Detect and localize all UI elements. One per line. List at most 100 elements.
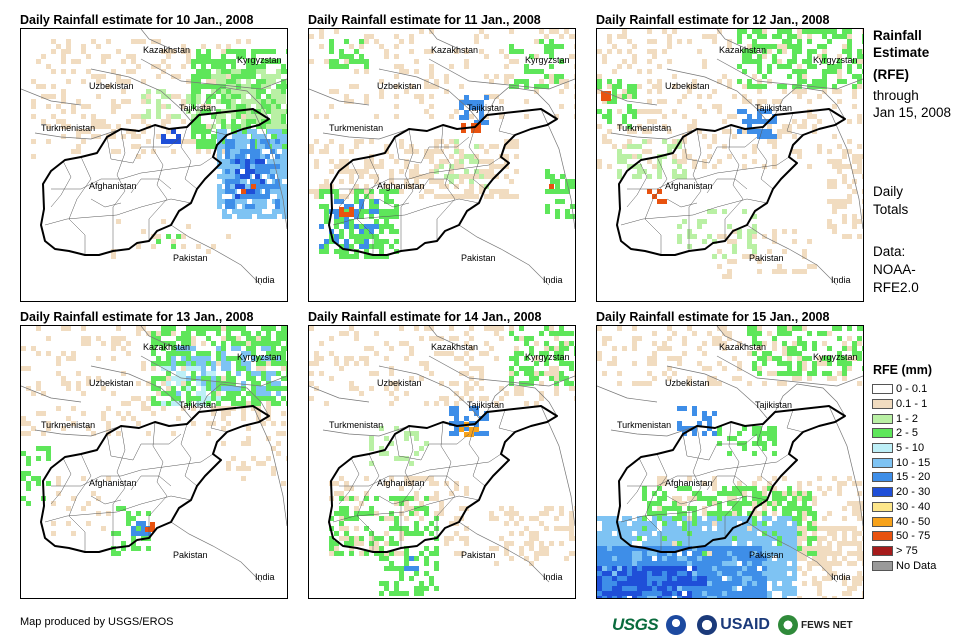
- rainfall-cell: [96, 74, 101, 79]
- rainfall-cell: [832, 69, 837, 74]
- rainfall-cell: [519, 516, 524, 521]
- rainfall-cell: [409, 376, 414, 381]
- rainfall-cell: [752, 511, 757, 516]
- rainfall-cell: [762, 129, 767, 134]
- rainfall-cell: [827, 179, 832, 184]
- rainfall-cell: [329, 546, 334, 551]
- rainfall-cell: [81, 326, 86, 331]
- rainfall-cell: [245, 169, 250, 174]
- rainfall-cell: [434, 496, 439, 501]
- rainfall-cell: [246, 361, 251, 366]
- rainfall-cell: [459, 84, 464, 89]
- country-label-pakistan: Pakistan: [461, 550, 496, 560]
- rainfall-cell: [399, 531, 404, 536]
- rainfall-cell: [329, 104, 334, 109]
- rainfall-cell: [842, 516, 847, 521]
- rainfall-cell: [782, 269, 787, 274]
- rainfall-cell: [757, 134, 762, 139]
- rainfall-cell: [424, 496, 429, 501]
- rainfall-cell: [529, 516, 534, 521]
- rainfall-cell: [186, 351, 191, 356]
- rainfall-cell: [777, 541, 782, 546]
- rainfall-cell: [339, 54, 344, 59]
- rainfall-cell: [565, 184, 570, 189]
- rainfall-cell: [344, 496, 349, 501]
- rainfall-cell: [569, 516, 574, 521]
- rainfall-cell: [419, 94, 424, 99]
- rainfall-cell: [617, 84, 622, 89]
- rainfall-cell: [712, 596, 717, 598]
- rainfall-cell: [732, 114, 737, 119]
- rainfall-cell: [647, 29, 652, 34]
- rainfall-cell: [41, 84, 46, 89]
- rainfall-cell: [394, 44, 399, 49]
- rainfall-cell: [286, 401, 287, 406]
- rainfall-cell: [141, 526, 146, 531]
- rainfall-cell: [570, 204, 575, 209]
- rainfall-cell: [409, 431, 414, 436]
- rainfall-cell: [106, 476, 111, 481]
- rainfall-cell: [797, 376, 802, 381]
- rainfall-cell: [499, 336, 504, 341]
- rainfall-cell: [727, 536, 732, 541]
- rainfall-cell: [857, 119, 862, 124]
- map-frame: Kazakhstan Kyrgyzstan Uzbekistan Tajikistan…: [308, 28, 576, 302]
- rainfall-cell: [414, 591, 419, 596]
- rainfall-cell: [519, 336, 524, 341]
- country-border: [774, 86, 846, 120]
- rainfall-cell: [369, 254, 374, 259]
- rainfall-cell: [384, 481, 389, 486]
- rainfall-cell: [319, 44, 324, 49]
- rainfall-cell: [812, 79, 817, 84]
- rainfall-cell: [777, 571, 782, 576]
- rainfall-cell: [399, 189, 404, 194]
- rainfall-cell: [419, 476, 424, 481]
- rainfall-cell: [374, 351, 379, 356]
- rainfall-cell: [364, 224, 369, 229]
- rainfall-cell: [707, 521, 712, 526]
- rainfall-cell: [384, 436, 389, 441]
- rainfall-cell: [374, 536, 379, 541]
- rainfall-cell: [772, 431, 777, 436]
- rainfall-cell: [121, 416, 126, 421]
- rainfall-cell: [96, 44, 101, 49]
- rainfall-cell: [222, 159, 227, 164]
- rainfall-cell: [817, 54, 822, 59]
- rainfall-cell: [494, 356, 499, 361]
- rainfall-cell: [334, 249, 339, 254]
- rainfall-cell: [364, 249, 369, 254]
- rainfall-cell: [369, 139, 374, 144]
- rainfall-cell: [464, 426, 469, 431]
- rainfall-cell: [86, 129, 91, 134]
- rainfall-cell: [424, 546, 429, 551]
- rainfall-cell: [574, 506, 575, 511]
- rainfall-cell: [682, 139, 687, 144]
- rainfall-cell: [242, 204, 247, 209]
- rainfall-cell: [281, 119, 286, 124]
- rainfall-cell: [622, 29, 627, 34]
- rainfall-cell: [151, 39, 156, 44]
- rainfall-cell: [31, 391, 36, 396]
- rainfall-cell: [151, 396, 156, 401]
- rainfall-cell: [817, 331, 822, 336]
- rainfall-cell: [692, 84, 697, 89]
- rainfall-cell: [196, 74, 201, 79]
- rainfall-cell: [787, 366, 792, 371]
- rainfall-cell: [272, 214, 277, 219]
- rainfall-cell: [191, 104, 196, 109]
- rainfall-cell: [627, 94, 632, 99]
- rainfall-cell: [166, 139, 171, 144]
- rainfall-cell: [464, 189, 469, 194]
- country-label-kazakhstan: Kazakhstan: [719, 45, 766, 55]
- rainfall-cell: [777, 371, 782, 376]
- rainfall-cell: [146, 381, 151, 386]
- rainfall-cell: [404, 591, 409, 596]
- rainfall-cell: [494, 561, 499, 566]
- rainfall-cell: [262, 144, 267, 149]
- rainfall-cell: [334, 64, 339, 69]
- rainfall-cell: [782, 581, 787, 586]
- rainfall-cell: [251, 99, 256, 104]
- rainfall-cell: [56, 44, 61, 49]
- rainfall-cell: [484, 95, 489, 100]
- rainfall-cell: [494, 144, 499, 149]
